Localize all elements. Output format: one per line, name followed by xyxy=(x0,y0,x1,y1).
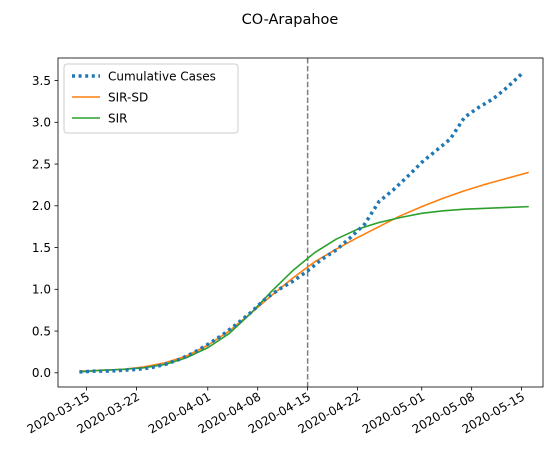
legend: Cumulative Cases SIR-SD SIR xyxy=(63,63,239,134)
y-tick-label: 3.0 xyxy=(32,116,51,130)
axes-frame xyxy=(57,57,544,388)
y-tick-label: 2.0 xyxy=(32,199,51,213)
legend-label: SIR xyxy=(108,111,128,125)
y-tick-label: 0.0 xyxy=(32,366,51,380)
y-tick-label: 3.5 xyxy=(32,74,51,88)
legend-label: Cumulative Cases xyxy=(108,69,216,83)
series-layer xyxy=(79,58,529,387)
legend-label: SIR-SD xyxy=(108,90,148,104)
y-tick-label: 2.5 xyxy=(32,157,51,171)
chart-title: CO-Arapahoe xyxy=(242,12,339,28)
series-line-sir-sd xyxy=(79,171,529,372)
y-tick-label: 0.5 xyxy=(32,324,51,338)
axes-frame-border xyxy=(57,57,544,388)
series-line-sir xyxy=(79,205,529,373)
y-tick-label: 1.0 xyxy=(32,283,51,297)
legend-box xyxy=(63,63,239,134)
y-tick-label: 1.5 xyxy=(32,241,51,255)
y-axis: 0.0 0.5 1.0 1.5 2.0 2.5 3.0 3.5 xyxy=(32,74,58,380)
series-line-cumulative-cases xyxy=(79,72,523,374)
